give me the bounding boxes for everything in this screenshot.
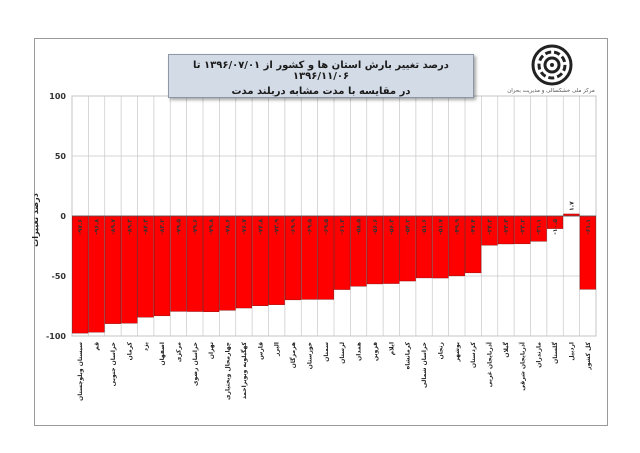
data-label: -۲۳.۳ xyxy=(503,219,510,235)
data-label: -۵۶.۳ xyxy=(388,219,395,235)
category-label: لرستان xyxy=(339,342,346,364)
data-label: -۷۹.۵ xyxy=(175,219,182,235)
category-label: آذربایجان شرقی xyxy=(517,341,526,391)
data-label: -۷۳.۹ xyxy=(274,219,281,235)
category-label: قم xyxy=(94,342,101,351)
drought-center-logo-icon xyxy=(531,44,573,86)
category-label: اردبیل xyxy=(568,342,575,361)
category-label: قزوین xyxy=(372,342,379,361)
data-label: -۵۸.۵ xyxy=(356,219,363,235)
data-label: -۶۹.۵ xyxy=(323,219,330,235)
category-label: کل کشور xyxy=(585,341,592,370)
data-label: -۵۱.۶ xyxy=(421,219,428,235)
category-label: مازندران xyxy=(536,342,543,368)
y-tick-label: -100 xyxy=(46,332,66,341)
data-label: -۲۱.۱ xyxy=(536,219,543,235)
category-label: خوزستان xyxy=(306,342,313,369)
data-label: -۵۶.۶ xyxy=(372,219,379,235)
category-label: سمنان xyxy=(323,342,330,362)
data-label: -۸۹.۷ xyxy=(110,219,117,235)
category-label: سیستان وبلوچستان xyxy=(77,342,84,401)
data-label: -۲۴.۳ xyxy=(487,219,494,235)
category-label: خراسان شمالی xyxy=(421,342,428,388)
logo-caption: مرکز ملی خشکسالی و مدیریت بحران xyxy=(507,88,595,94)
category-label: کرمان xyxy=(126,341,133,360)
category-label: خراسان جنوبی xyxy=(110,342,117,386)
category-label: گلستان xyxy=(551,341,559,363)
data-label: -۲۳.۲ xyxy=(519,219,526,235)
category-label: کهگیلویه وبویراحمد xyxy=(240,341,248,399)
category-label: تهران xyxy=(208,342,215,359)
data-label: -۷۸.۶ xyxy=(225,219,232,235)
data-label: -۸۹.۳ xyxy=(126,219,133,235)
data-label: -۹۷.۶ xyxy=(77,219,84,235)
category-label: زنجان xyxy=(437,341,444,359)
category-label: مرکزی xyxy=(175,342,182,362)
data-label: -۴۷.۴ xyxy=(470,219,477,235)
data-label: -۹۶.۸ xyxy=(94,219,101,235)
data-label: -۴۹.۹ xyxy=(454,219,461,235)
data-label: -۶۱.۱ xyxy=(585,219,592,235)
chart-title-line1: درصد تغییر بارش استان ها و کشور از ۱۳۹۶/… xyxy=(193,60,449,82)
category-label: ایلام xyxy=(388,342,395,355)
data-label: -۵۱.۷ xyxy=(437,219,444,235)
data-label: -۷۹.۶ xyxy=(192,219,199,235)
category-label: بوشهر xyxy=(454,342,461,363)
category-label: آذربایجان غربی xyxy=(485,341,494,387)
data-label: -۸۳.۲ xyxy=(159,219,166,235)
category-label: کرمانشاه xyxy=(405,341,412,369)
data-label: ۱.۷ xyxy=(568,201,575,211)
data-label: -۷۴.۸ xyxy=(257,219,264,235)
category-label: یزد xyxy=(143,342,150,351)
category-label: البرز xyxy=(274,342,281,357)
data-label: -۶۱.۳ xyxy=(339,219,346,235)
data-label: -۷۹.۸ xyxy=(208,219,215,235)
y-tick-label: 0 xyxy=(60,212,66,221)
chart-title-box: درصد تغییر بارش استان ها و کشور از ۱۳۹۶/… xyxy=(168,54,474,98)
data-label: -۶۹.۹ xyxy=(290,219,297,235)
data-label: -۸۴.۳ xyxy=(143,219,150,235)
data-label: -۱۰.۵ xyxy=(552,219,559,235)
data-label: -۵۴.۲ xyxy=(405,219,412,235)
category-label: چهارمحال وبختیاری xyxy=(225,342,232,400)
data-label: -۶۹.۵ xyxy=(306,219,313,235)
category-label: کردستان xyxy=(470,341,477,368)
y-axis-label: درصد تغییرات xyxy=(31,193,40,247)
category-label: اصفهان xyxy=(159,342,166,366)
data-label: -۷۶.۷ xyxy=(241,219,248,235)
category-label: همدان xyxy=(356,342,363,361)
y-tick-label: 50 xyxy=(55,152,67,161)
y-tick-label: 100 xyxy=(49,92,66,101)
category-label: گیلان xyxy=(502,341,510,357)
category-label: هرمزگان xyxy=(289,342,297,368)
category-label: فارس xyxy=(257,342,264,360)
category-label: خراسان رضوی xyxy=(192,342,199,386)
chart-title-line2: در مقایسه با مدت مشابه دربلند مدت xyxy=(231,86,411,97)
y-tick-label: -50 xyxy=(52,272,67,281)
